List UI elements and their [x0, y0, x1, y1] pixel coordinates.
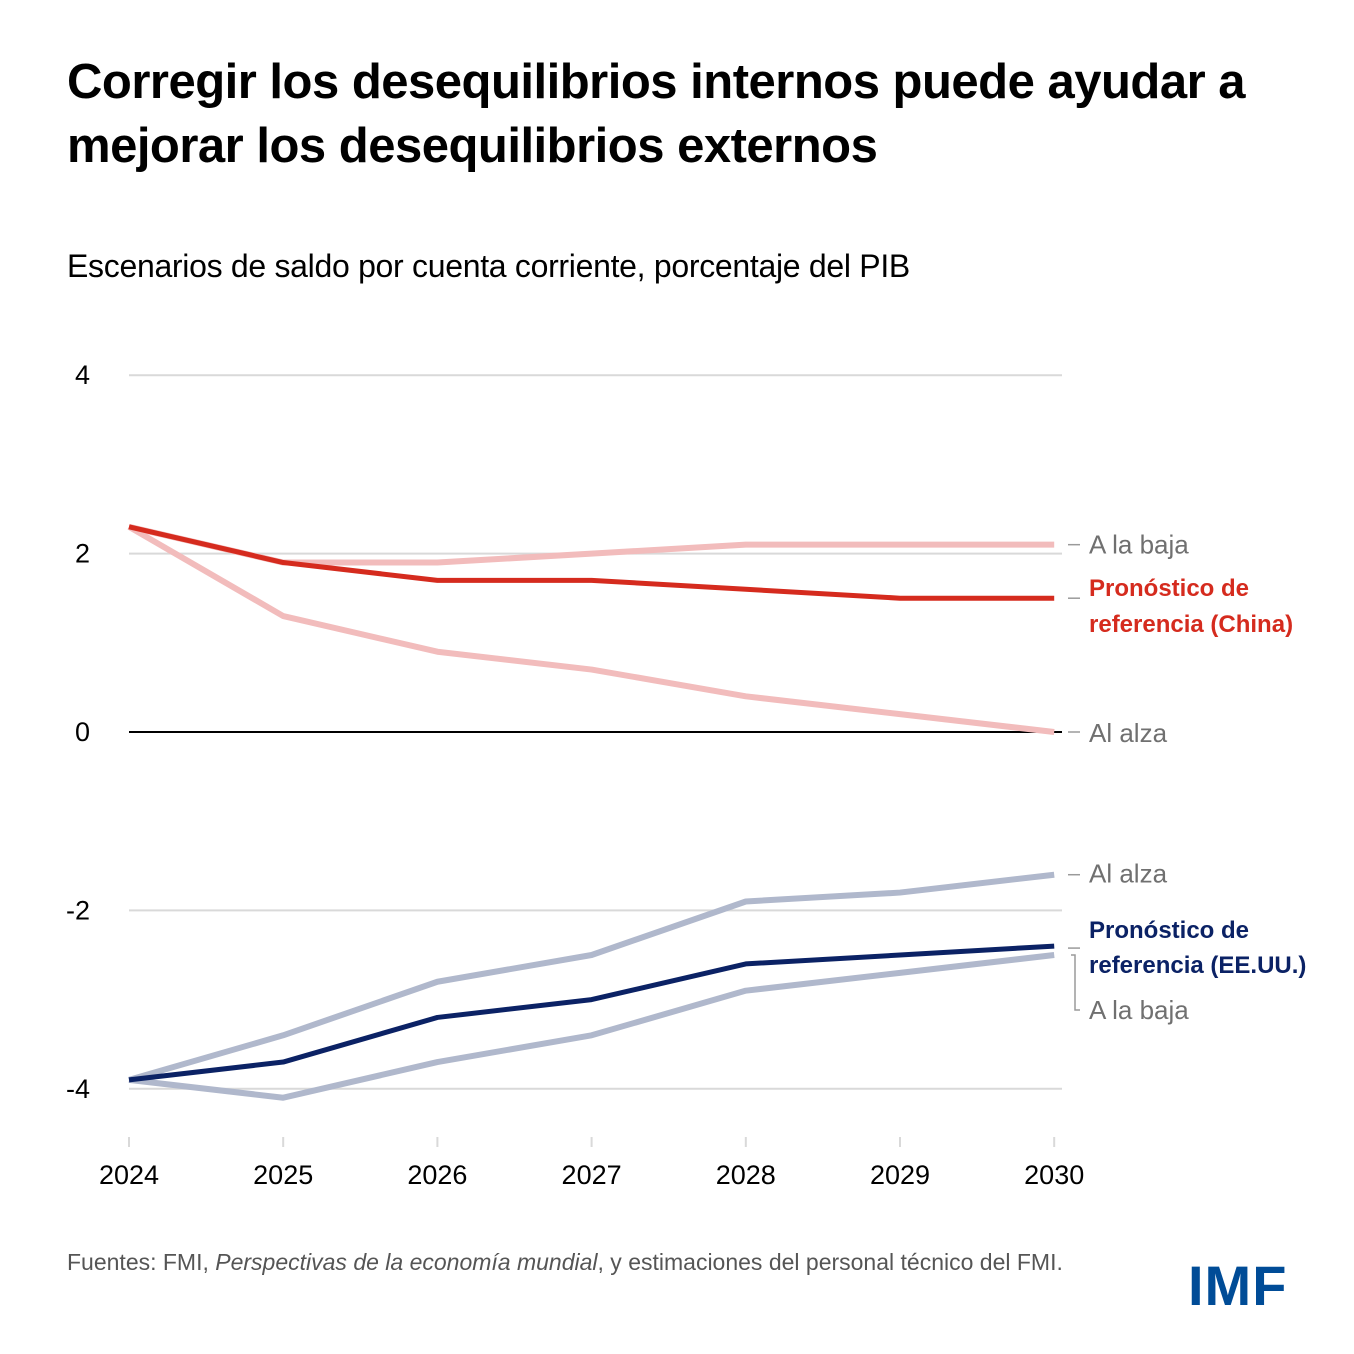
- y-tick-label: 2: [75, 539, 90, 569]
- x-tick-label: 2029: [870, 1160, 930, 1190]
- y-tick-label: -2: [66, 895, 90, 925]
- series-line-pron-stico-de-referencia-ee-uu-: [128, 943, 1055, 1083]
- x-tick-label: 2025: [253, 1160, 313, 1190]
- series-line-ee-uu-a-la-baja: [128, 952, 1055, 1101]
- x-tick-label: 2030: [1024, 1160, 1084, 1190]
- series-layer: [127, 523, 1055, 1101]
- x-tick-label: 2024: [99, 1160, 159, 1190]
- label-china-upside: Al alza: [1089, 718, 1168, 748]
- label-us-upside: Al alza: [1089, 859, 1168, 889]
- y-tick-label: 0: [75, 717, 90, 747]
- series-labels: A la baja Pronóstico de referencia (China)…: [1068, 530, 1306, 1025]
- grid-layer: 4 2 0 -2 -4: [66, 360, 1062, 1104]
- source-prefix: Fuentes: FMI,: [67, 1249, 216, 1275]
- label-china-baseline-line2: referencia (China): [1089, 611, 1293, 638]
- source-note: Fuentes: FMI, Perspectivas de la economí…: [67, 1246, 1087, 1278]
- label-china-baseline-line1: Pronóstico de: [1089, 575, 1249, 602]
- y-tick-label: 4: [75, 360, 90, 390]
- y-tick-label: -4: [66, 1074, 90, 1104]
- x-tick-label: 2027: [562, 1160, 622, 1190]
- series-line-ee-uu-al-alza: [128, 871, 1055, 1083]
- source-publication: Perspectivas de la economía mundial: [215, 1249, 598, 1275]
- imf-logo: IMF: [1188, 1254, 1288, 1317]
- x-tick-label: 2026: [407, 1160, 467, 1190]
- chart-title: Corregir los desequilibrios internos pue…: [67, 55, 1246, 173]
- series-line-pron-stico-de-referencia-china-: [128, 524, 1055, 601]
- series-line-china-al-alza: [127, 524, 1055, 735]
- source-suffix: , y estimaciones del personal técnico de…: [597, 1249, 1063, 1275]
- label-china-downside: A la baja: [1089, 530, 1189, 560]
- label-connector-bracket: [1071, 954, 1080, 1011]
- label-us-baseline-line1: Pronóstico de: [1089, 917, 1249, 944]
- x-axis: 2024 2025 2026 2027 2028 2029 2030: [99, 1137, 1084, 1190]
- label-us-baseline-line2: referencia (EE.UU.): [1089, 952, 1306, 979]
- x-tick-label: 2028: [716, 1160, 776, 1190]
- label-us-downside: A la baja: [1089, 995, 1189, 1025]
- chart-subtitle: Escenarios de saldo por cuenta corriente…: [67, 248, 910, 284]
